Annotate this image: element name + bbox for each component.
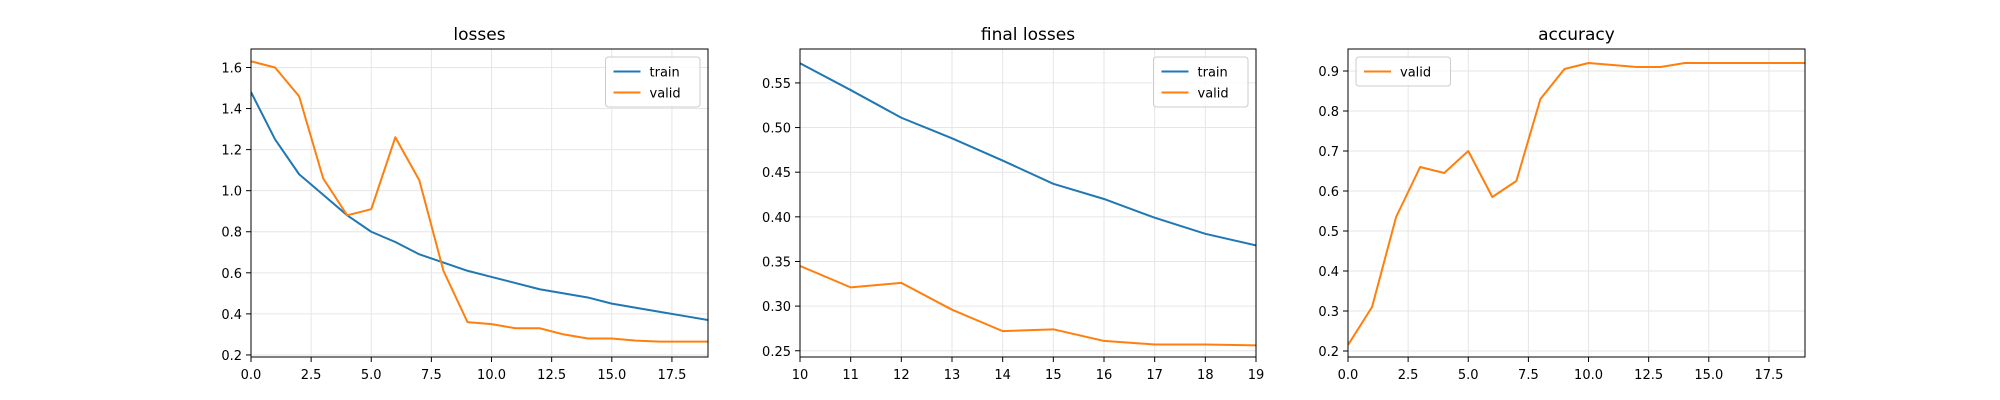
series-line-train (251, 91, 708, 322)
y-tick-label: 1.4 (221, 103, 242, 118)
series-line-valid (800, 265, 1256, 347)
panel-1: 0.0 2.5 5.0 7.5 10.0 12.5 15.0 17.5 0.2 0.4 0.6 0.8… (221, 25, 709, 383)
x-tick-label: 17.5 (657, 368, 686, 383)
legend-label-train: train (1198, 66, 1228, 81)
legend: train valid (605, 56, 701, 108)
y-tick-label: 0.2 (221, 349, 242, 364)
y-tick-label: 0.4 (1318, 265, 1339, 280)
x-tick-label: 7.5 (1518, 368, 1539, 383)
series-line-valid (251, 60, 708, 343)
x-tick-label: 14 (994, 368, 1011, 383)
x-tick-label: 0.0 (241, 368, 262, 383)
x-tick-label: 15.0 (1694, 368, 1723, 383)
y-tick-label: 0.4 (221, 308, 242, 323)
y-tick-label: 0.6 (221, 267, 242, 282)
x-tick-label: 10 (792, 368, 809, 383)
x-tick-label: 16 (1096, 368, 1113, 383)
y-tick-label: 0.8 (1318, 105, 1339, 120)
chart-title: final losses (981, 25, 1075, 45)
x-tick-label: 5.0 (1458, 368, 1479, 383)
y-tick-label: 0.5 (1318, 225, 1339, 240)
x-tick-label: 2.5 (1398, 368, 1419, 383)
x-tick-label: 15.0 (597, 368, 626, 383)
y-tick-label: 0.8 (221, 226, 242, 241)
axes-frame (250, 48, 709, 358)
x-tick-label: 12 (893, 368, 910, 383)
x-tick-label: 12.5 (537, 368, 566, 383)
x-tick-label: 13 (944, 368, 961, 383)
y-tick-label: 1.6 (221, 61, 242, 76)
series-line-train (800, 62, 1256, 247)
x-tick-label: 10.0 (477, 368, 506, 383)
x-tick-label: 2.5 (301, 368, 322, 383)
y-tick-label: 0.45 (762, 166, 791, 181)
y-tick-label: 0.35 (762, 255, 791, 270)
x-tick-label: 7.5 (421, 368, 442, 383)
x-tick-label: 18 (1197, 368, 1214, 383)
legend-box (605, 56, 701, 108)
x-tick-label: 11 (842, 368, 859, 383)
legend-label-valid: valid (650, 87, 681, 102)
legend-box (1153, 56, 1249, 108)
chart-title: accuracy (1538, 25, 1615, 45)
chart-title: losses (453, 25, 505, 45)
y-tick-label: 0.6 (1318, 185, 1339, 200)
panel-3: 0.0 2.5 5.0 7.5 10.0 12.5 15.0 17.5 0.2 0.3 0.4 0.5… (1318, 25, 1806, 383)
y-tick-label: 0.30 (762, 300, 791, 315)
legend-box (1355, 56, 1451, 87)
legend: valid (1355, 56, 1451, 87)
y-tick-label: 0.25 (762, 345, 791, 360)
x-tick-label: 17 (1146, 368, 1163, 383)
x-tick-label: 12.5 (1634, 368, 1663, 383)
y-tick-label: 0.55 (762, 77, 791, 92)
y-tick-label: 0.9 (1318, 65, 1339, 80)
y-tick-label: 1.0 (221, 185, 242, 200)
legend-label-train: train (650, 66, 680, 81)
legend-label-valid: valid (1400, 66, 1431, 81)
y-tick-label: 0.40 (762, 211, 791, 226)
y-tick-label: 0.2 (1318, 345, 1339, 360)
x-tick-label: 15 (1045, 368, 1062, 383)
series-line-valid (1348, 62, 1805, 346)
legend-label-valid: valid (1198, 87, 1229, 102)
y-tick-label: 0.3 (1318, 305, 1339, 320)
x-tick-label: 10.0 (1574, 368, 1603, 383)
y-tick-label: 0.7 (1318, 145, 1339, 160)
y-tick-label: 0.50 (762, 122, 791, 137)
x-tick-label: 5.0 (361, 368, 382, 383)
panel-2: 10 11 12 13 14 15 16 17 18 19 0.25 0.30 0.35 0.40 0.45… (762, 25, 1264, 383)
legend: train valid (1153, 56, 1249, 108)
axes-frame (799, 48, 1257, 358)
y-tick-label: 1.2 (221, 144, 242, 159)
x-tick-label: 17.5 (1754, 368, 1783, 383)
axes-frame (1347, 48, 1806, 358)
x-tick-label: 19 (1248, 368, 1265, 383)
panels: 0.0 2.5 5.0 7.5 10.0 12.5 15.0 17.5 0.2 0.4 0.6 0.8… (221, 25, 1806, 383)
x-tick-label: 0.0 (1338, 368, 1359, 383)
